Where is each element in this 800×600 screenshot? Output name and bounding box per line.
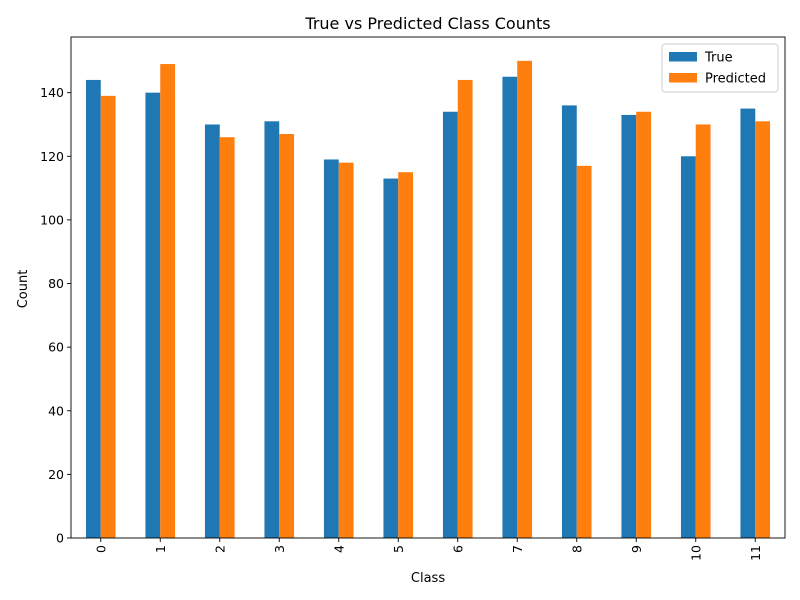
bar-true-class-10 bbox=[680, 156, 696, 539]
x-tick-label: 7 bbox=[510, 545, 525, 553]
bar-predicted-class-11 bbox=[755, 121, 771, 539]
legend-swatch-true bbox=[669, 52, 697, 62]
bar-predicted-class-10 bbox=[695, 124, 711, 538]
y-tick-label: 100 bbox=[40, 212, 64, 227]
y-tick-label: 60 bbox=[48, 340, 64, 355]
x-tick-label: 1 bbox=[153, 545, 168, 553]
bar-true-class-8 bbox=[561, 105, 577, 538]
bar-predicted-class-7 bbox=[517, 60, 533, 539]
y-tick-label: 140 bbox=[40, 85, 64, 100]
x-tick-label: 4 bbox=[331, 545, 346, 553]
bar-true-class-2 bbox=[204, 124, 220, 538]
x-tick-label: 8 bbox=[569, 545, 584, 553]
y-tick-label: 120 bbox=[40, 149, 64, 164]
axes-frame bbox=[70, 36, 786, 539]
legend-swatch-predicted bbox=[669, 73, 697, 83]
y-tick-label: 80 bbox=[48, 276, 64, 291]
x-tick-label: 6 bbox=[450, 545, 465, 553]
bar-true-class-9 bbox=[621, 114, 637, 539]
bar-predicted-class-4 bbox=[338, 162, 354, 538]
x-tick-label: 3 bbox=[272, 545, 287, 553]
bar-predicted-class-3 bbox=[279, 134, 295, 538]
y-axis: 0 20 40 60 80 100 120 140 bbox=[40, 85, 71, 546]
legend: True Predicted bbox=[661, 43, 779, 93]
bar-true-class-7 bbox=[502, 76, 518, 538]
legend-label-predicted: Predicted bbox=[705, 72, 766, 87]
x-axis: 0 1 2 3 4 5 6 7 8 9 10 11 bbox=[93, 538, 763, 561]
x-tick-label: 9 bbox=[629, 545, 644, 553]
bar-predicted-class-2 bbox=[219, 137, 235, 538]
bar-true-class-5 bbox=[383, 178, 399, 539]
x-tick-label: 0 bbox=[93, 545, 108, 553]
bar-true-class-4 bbox=[323, 159, 339, 538]
chart-title: True vs Predicted Class Counts bbox=[304, 14, 550, 33]
legend-label-true: True bbox=[704, 51, 733, 66]
bar-predicted-class-1 bbox=[160, 64, 176, 538]
bar-true-class-6 bbox=[442, 111, 458, 538]
y-tick-label: 20 bbox=[48, 467, 64, 482]
bar-predicted-class-6 bbox=[457, 79, 473, 538]
bar-true-class-3 bbox=[264, 121, 280, 539]
y-tick-label: 40 bbox=[48, 403, 64, 418]
bar-true-class-11 bbox=[740, 108, 756, 538]
x-tick-label: 2 bbox=[212, 545, 227, 553]
bar-predicted-class-0 bbox=[100, 95, 116, 538]
bar-predicted-class-5 bbox=[398, 172, 414, 538]
bar-predicted-class-9 bbox=[636, 111, 652, 538]
y-tick-label: 0 bbox=[56, 531, 64, 546]
x-tick-label: 10 bbox=[688, 545, 703, 561]
plot-area bbox=[70, 36, 786, 539]
bar-true-class-1 bbox=[145, 92, 161, 539]
x-tick-label: 11 bbox=[748, 545, 763, 561]
x-tick-label: 5 bbox=[391, 545, 406, 553]
bar-predicted-class-8 bbox=[576, 165, 592, 538]
bar-true-class-0 bbox=[85, 79, 101, 538]
y-axis-label: Count bbox=[16, 270, 31, 309]
x-axis-label: Class bbox=[411, 571, 445, 586]
